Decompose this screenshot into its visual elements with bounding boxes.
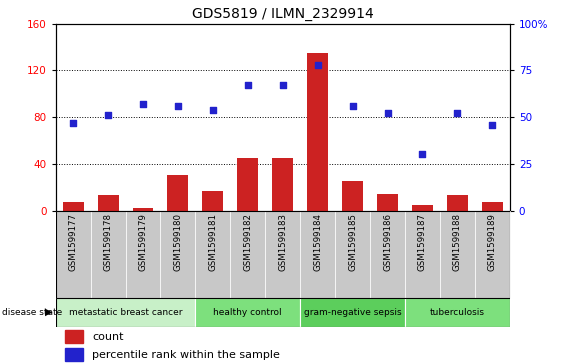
- Bar: [335, 211, 370, 298]
- Point: [383, 110, 392, 116]
- Point: [208, 107, 217, 113]
- Bar: [202, 191, 223, 211]
- Bar: [300, 298, 405, 327]
- Text: GSM1599188: GSM1599188: [453, 213, 462, 271]
- Point: [103, 112, 113, 118]
- Bar: [98, 195, 118, 211]
- Bar: [56, 298, 195, 327]
- Text: GSM1599184: GSM1599184: [313, 213, 322, 271]
- Text: gram-negative sepsis: gram-negative sepsis: [304, 308, 401, 317]
- Bar: [475, 211, 510, 298]
- Bar: [195, 298, 300, 327]
- Bar: [195, 211, 230, 298]
- Bar: [64, 330, 83, 343]
- Text: healthy control: healthy control: [213, 308, 282, 317]
- Bar: [64, 348, 83, 361]
- Bar: [370, 211, 405, 298]
- Bar: [342, 182, 363, 211]
- Point: [418, 151, 427, 157]
- Point: [453, 110, 462, 116]
- Text: percentile rank within the sample: percentile rank within the sample: [92, 350, 280, 360]
- Text: GSM1599177: GSM1599177: [69, 213, 77, 271]
- Bar: [237, 158, 258, 211]
- Bar: [161, 211, 195, 298]
- Text: metastatic breast cancer: metastatic breast cancer: [69, 308, 182, 317]
- Bar: [482, 202, 503, 211]
- Text: GSM1599187: GSM1599187: [418, 213, 427, 271]
- Text: ▶: ▶: [45, 307, 53, 317]
- Point: [138, 101, 148, 107]
- Text: GSM1599182: GSM1599182: [243, 213, 253, 271]
- Point: [243, 82, 253, 88]
- Text: GSM1599180: GSM1599180: [173, 213, 182, 271]
- Bar: [265, 211, 300, 298]
- Text: disease state: disease state: [2, 308, 62, 317]
- Bar: [56, 211, 91, 298]
- Point: [173, 103, 183, 109]
- Point: [313, 62, 322, 68]
- Bar: [307, 53, 328, 211]
- Bar: [412, 205, 433, 211]
- Bar: [447, 195, 468, 211]
- Point: [278, 82, 288, 88]
- Text: GSM1599185: GSM1599185: [348, 213, 357, 271]
- Bar: [230, 211, 265, 298]
- Bar: [125, 211, 161, 298]
- Text: GSM1599181: GSM1599181: [209, 213, 217, 271]
- Text: GSM1599189: GSM1599189: [488, 213, 497, 271]
- Text: GSM1599179: GSM1599179: [138, 213, 148, 271]
- Point: [488, 122, 497, 127]
- Point: [348, 103, 357, 109]
- Text: tuberculosis: tuberculosis: [430, 308, 485, 317]
- Bar: [132, 208, 154, 211]
- Text: GSM1599183: GSM1599183: [278, 213, 287, 271]
- Title: GDS5819 / ILMN_2329914: GDS5819 / ILMN_2329914: [192, 7, 374, 21]
- Bar: [272, 158, 293, 211]
- Bar: [63, 202, 84, 211]
- Text: GSM1599186: GSM1599186: [383, 213, 392, 271]
- Text: count: count: [92, 332, 124, 342]
- Point: [69, 120, 78, 126]
- Bar: [440, 211, 475, 298]
- Bar: [405, 211, 440, 298]
- Text: GSM1599178: GSM1599178: [104, 213, 113, 271]
- Bar: [91, 211, 125, 298]
- Bar: [405, 298, 510, 327]
- Bar: [300, 211, 335, 298]
- Bar: [377, 194, 398, 211]
- Bar: [168, 175, 189, 211]
